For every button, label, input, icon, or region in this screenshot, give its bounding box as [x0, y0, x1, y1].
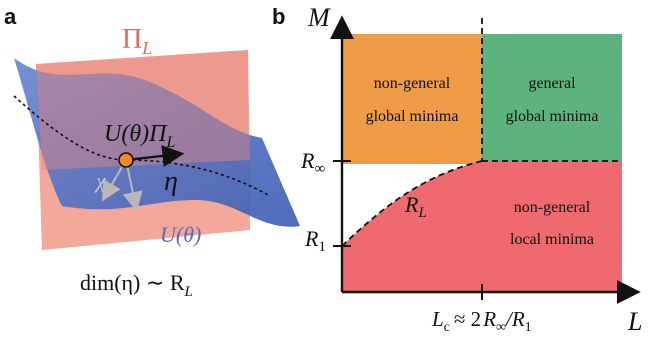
boundary-rl-curve — [341, 160, 483, 247]
eta-label: η — [164, 166, 178, 197]
y-axis-label: M — [307, 3, 331, 32]
plane-overlay — [36, 50, 250, 170]
y-tick-upper-label: R∞ — [300, 148, 325, 177]
x-tick-label: Lc ≈ 2R∞/R1 — [431, 307, 532, 335]
region-global-nongeneral-line1: non-general — [374, 75, 451, 92]
map-label: U(θ)ΠL — [104, 121, 175, 151]
y-tick-lower-label: R1 — [304, 226, 326, 255]
region-global-nongeneral-line2: global minima — [366, 108, 459, 125]
dim-label: dim(η) ∼ RL — [80, 270, 193, 300]
curve-label: RL — [404, 192, 427, 221]
region-global-nongeneral — [342, 34, 482, 164]
region-global-general-line2: global minima — [506, 108, 599, 125]
region-local-nongeneral-line1: non-general — [514, 199, 591, 216]
plane-label: ΠL — [122, 24, 152, 58]
eta-arrow — [125, 145, 185, 167]
region-local-nongeneral — [342, 161, 622, 292]
panel-b-label: b — [272, 4, 285, 29]
panel-a-label: a — [4, 4, 17, 29]
region-global-general-line1: general — [528, 75, 576, 92]
chi-label: χ — [94, 168, 107, 193]
panel-a: a ΠL U(θ)ΠL η χ U(θ) dim(η) — [4, 4, 300, 300]
region-global-general — [482, 34, 622, 161]
surface-u-theta — [14, 58, 300, 227]
region-local-nongeneral-line2: local minima — [510, 231, 594, 248]
chi-arrow-down — [122, 159, 143, 212]
panel-b: b M L R∞ R1 RL Lc ≈ 2R∞/R1 — [272, 3, 642, 336]
surface-label: U(θ) — [160, 222, 201, 247]
theta-point — [118, 152, 134, 168]
x-axis-label: L — [627, 307, 642, 336]
